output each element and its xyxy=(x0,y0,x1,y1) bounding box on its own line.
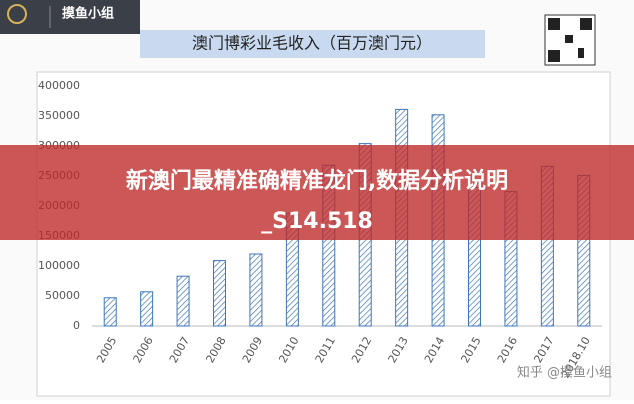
banner-code: _S14.518 xyxy=(261,209,373,234)
watermark: 知乎 @摸鱼小组 xyxy=(517,365,612,381)
bar xyxy=(103,297,117,327)
logo-icon xyxy=(7,4,27,24)
y-tick-label: 50000 xyxy=(45,289,80,302)
bar xyxy=(249,253,263,327)
banner-headline: 新澳门最精准确精准龙门,数据分析说明 xyxy=(126,168,508,194)
logo-box xyxy=(0,0,140,34)
qr-code xyxy=(544,14,596,66)
banner xyxy=(0,145,634,240)
title-box xyxy=(140,30,485,58)
y-tick-label: 400000 xyxy=(38,79,80,92)
bar xyxy=(140,291,154,327)
bar xyxy=(176,275,190,327)
chart-title: 澳门博彩业毛收入（百万澳门元） xyxy=(192,34,432,53)
y-tick-label: 100000 xyxy=(38,259,80,272)
y-tick-label: 350000 xyxy=(38,109,80,122)
bar xyxy=(213,260,226,327)
y-tick-label: 0 xyxy=(73,319,80,332)
logo-text: 摸鱼小组 xyxy=(62,6,114,22)
